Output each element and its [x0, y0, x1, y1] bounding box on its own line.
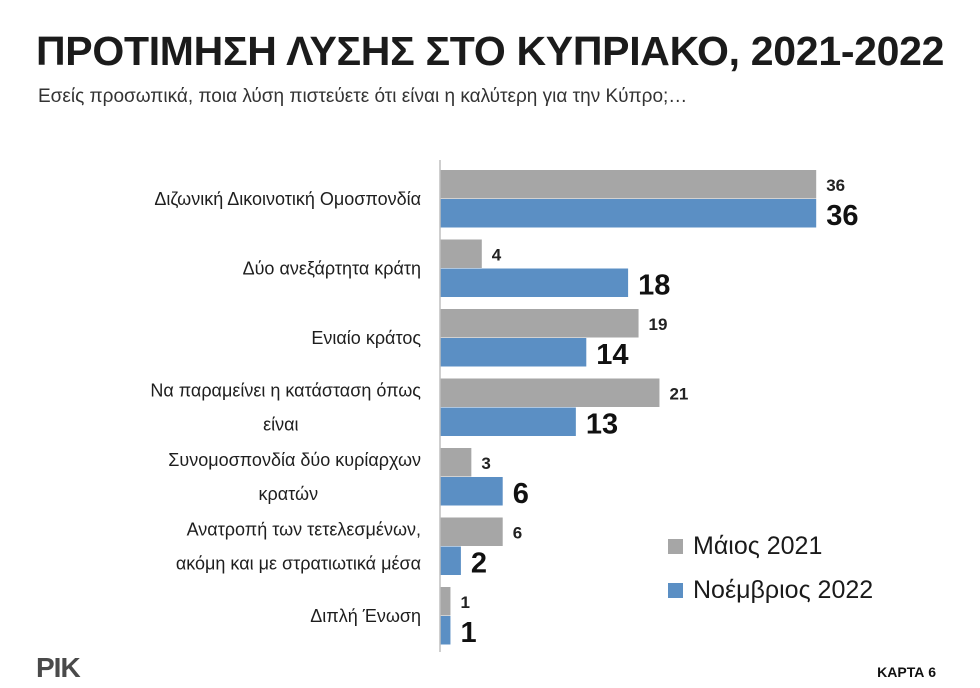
data-label-nov-2022-4: 6	[513, 478, 529, 510]
bar-may-2021-4	[440, 448, 472, 477]
data-label-may-2021-5: 6	[513, 524, 522, 543]
category-label-3: Να παραμείνει η κατάσταση όπως είναι	[150, 381, 421, 435]
data-label-nov-2022-5: 2	[471, 548, 487, 580]
chart-title: ΠΡΟΤΙΜΗΣΗ ΛΥΣΗΣ ΣΤΟ ΚΥΠΡΙΑΚΟ, 2021-2022	[36, 28, 945, 74]
data-label-may-2021-0: 36	[826, 176, 845, 195]
bar-nov-2022-2	[440, 338, 587, 367]
legend-label-may-2021: Μάιος 2021	[693, 531, 823, 560]
data-label-may-2021-4: 3	[481, 454, 490, 473]
data-label-may-2021-6: 1	[460, 593, 469, 612]
bar-may-2021-3	[440, 378, 660, 407]
category-label-1: Δύο ανεξάρτητα κράτη	[243, 259, 421, 279]
data-label-nov-2022-1: 18	[638, 270, 670, 302]
bar-may-2021-5	[440, 517, 503, 546]
legend-item-may-2021: Μάιος 2021	[668, 531, 873, 561]
category-label-2: Ενιαίο κράτος	[311, 328, 421, 348]
bar-may-2021-2	[440, 309, 639, 338]
map-number-label: ΚΑΡΤΑ 6	[877, 664, 936, 680]
bar-may-2021-1	[440, 239, 482, 268]
legend-label-nov-2022: Νοέμβριος 2022	[693, 575, 874, 604]
legend-swatch-may-2021	[668, 538, 683, 554]
chart-subtitle: Εσείς προσωπικά, ποια λύση πιστεύετε ότι…	[38, 86, 688, 107]
data-label-may-2021-2: 19	[649, 315, 668, 334]
bar-nov-2022-6	[440, 616, 451, 645]
category-label-0: Διζωνική Δικοινοτική Ομοσπονδία	[154, 189, 421, 209]
bar-nov-2022-1	[440, 268, 629, 297]
data-label-may-2021-3: 21	[669, 385, 688, 404]
data-label-nov-2022-0: 36	[826, 200, 858, 232]
bar-nov-2022-0	[440, 199, 817, 228]
legend-swatch-nov-2022	[668, 582, 683, 598]
data-label-nov-2022-3: 13	[586, 409, 618, 441]
category-label-4: Συνομοσπονδία δύο κυρίαρχων κρατών	[168, 450, 421, 504]
category-label-5: Ανατροπή των τετελεσμένων, ακόμη και με σ…	[176, 520, 421, 574]
legend: Μάιος 2021 Νοέμβριος 2022	[668, 531, 873, 619]
bar-nov-2022-4	[440, 477, 503, 506]
category-label-6: Διπλή Ένωση	[310, 606, 421, 626]
data-label-may-2021-1: 4	[492, 246, 502, 265]
legend-item-nov-2022: Νοέμβριος 2022	[668, 575, 873, 605]
bar-may-2021-6	[440, 587, 451, 616]
data-label-nov-2022-6: 1	[460, 617, 476, 649]
data-label-nov-2022-2: 14	[596, 339, 628, 371]
rik-logo: ΡΙΚ	[36, 652, 81, 683]
bar-nov-2022-5	[440, 546, 461, 575]
bar-nov-2022-3	[440, 407, 576, 436]
bar-may-2021-0	[440, 170, 817, 199]
